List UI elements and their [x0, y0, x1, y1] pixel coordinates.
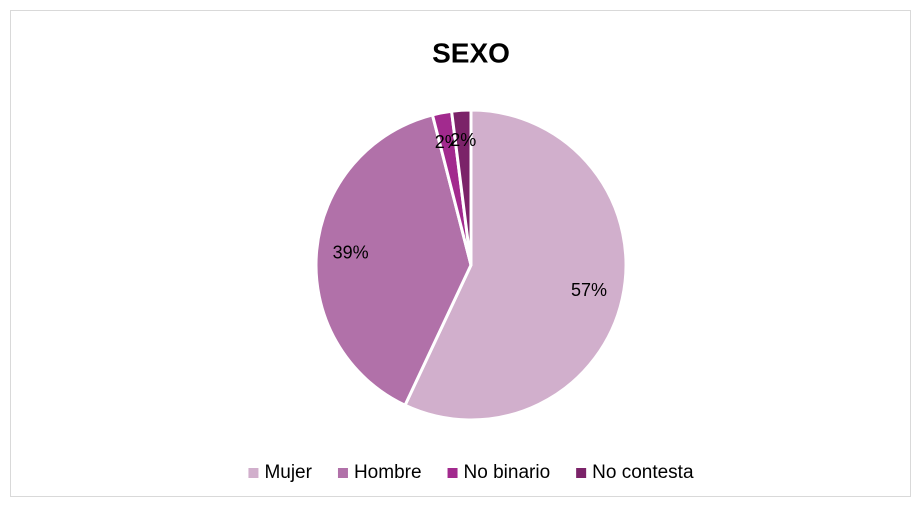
- legend-swatch: [248, 468, 259, 478]
- data-label: 39%: [333, 242, 369, 262]
- pie-slice: [449, 108, 473, 266]
- pie-slice: [403, 108, 628, 422]
- legend-swatch: [576, 468, 587, 478]
- legend-label: No binario: [464, 462, 551, 483]
- pie-slice: [314, 113, 473, 408]
- chart-title: SEXO: [432, 37, 510, 68]
- legend-swatch: [337, 468, 348, 478]
- legend-label: Mujer: [264, 462, 312, 483]
- legend-label: No contesta: [592, 462, 694, 483]
- data-label: 57%: [571, 280, 607, 300]
- legend-label: Hombre: [354, 462, 422, 483]
- legend-swatch: [447, 468, 458, 478]
- data-label: 2%: [450, 130, 476, 150]
